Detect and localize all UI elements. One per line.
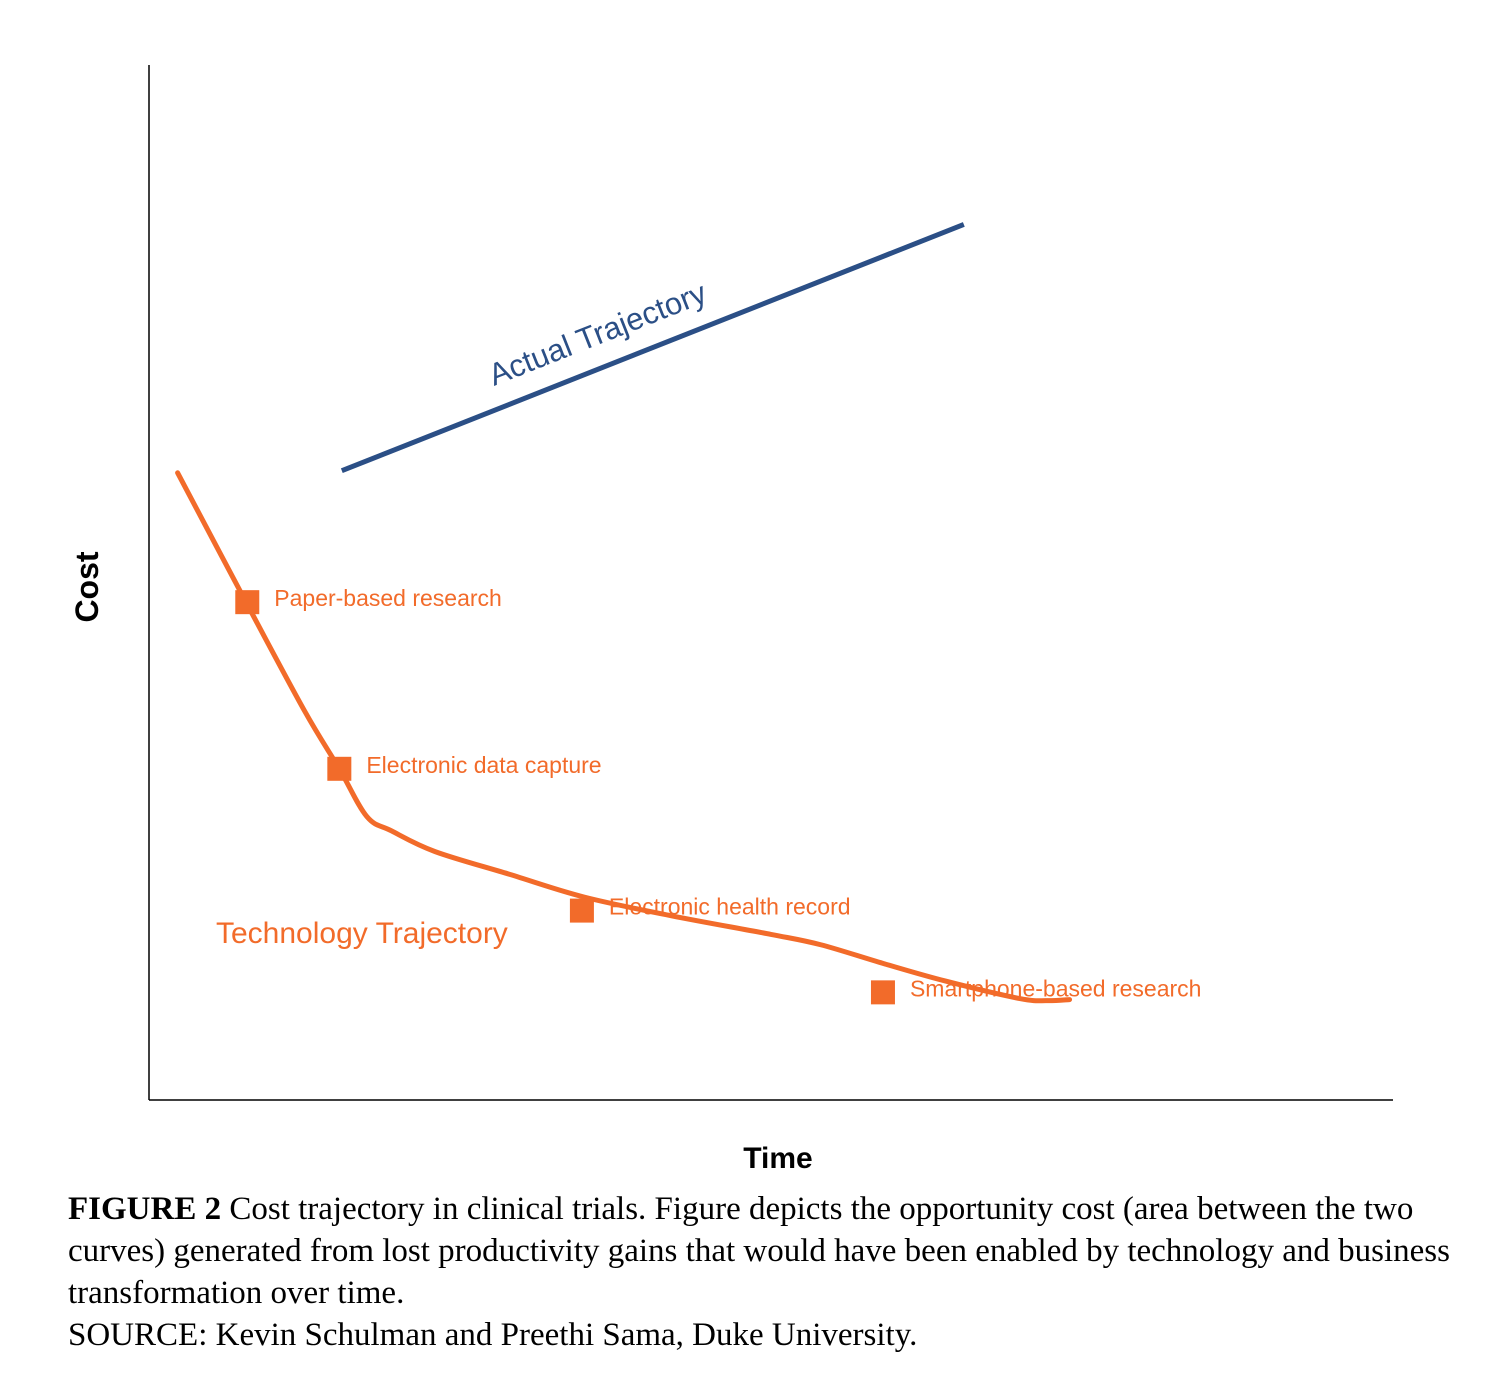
- milestone-marker: [235, 590, 260, 615]
- milestone-label: Electronic data capture: [366, 752, 601, 778]
- caption-source: SOURCE: Kevin Schulman and Preethi Sama,…: [68, 1317, 918, 1353]
- figure-caption: FIGURE 2 Cost trajectory in clinical tri…: [68, 1188, 1468, 1356]
- milestone-label: Paper-based research: [274, 585, 502, 611]
- caption-text: Cost trajectory in clinical trials. Figu…: [68, 1191, 1450, 1311]
- milestone-marker: [327, 756, 352, 781]
- actual-trajectory-label: Actual Trajectory: [484, 275, 712, 393]
- milestone-marker: [870, 980, 895, 1005]
- caption-label: FIGURE 2: [68, 1191, 222, 1227]
- y-axis-label: Cost: [69, 551, 105, 622]
- milestone-marker: [569, 898, 594, 923]
- milestone-label: Smartphone-based research: [910, 975, 1201, 1001]
- technology-trajectory-line: [175, 470, 1073, 1004]
- technology-trajectory-label: Technology Trajectory: [216, 917, 508, 950]
- actual-trajectory-line: [340, 222, 965, 474]
- milestone-label: Electronic health record: [609, 894, 851, 920]
- x-axis-label: Time: [743, 1142, 812, 1175]
- milestone-markers: Paper-based research Electronic data capt…: [235, 585, 1201, 1005]
